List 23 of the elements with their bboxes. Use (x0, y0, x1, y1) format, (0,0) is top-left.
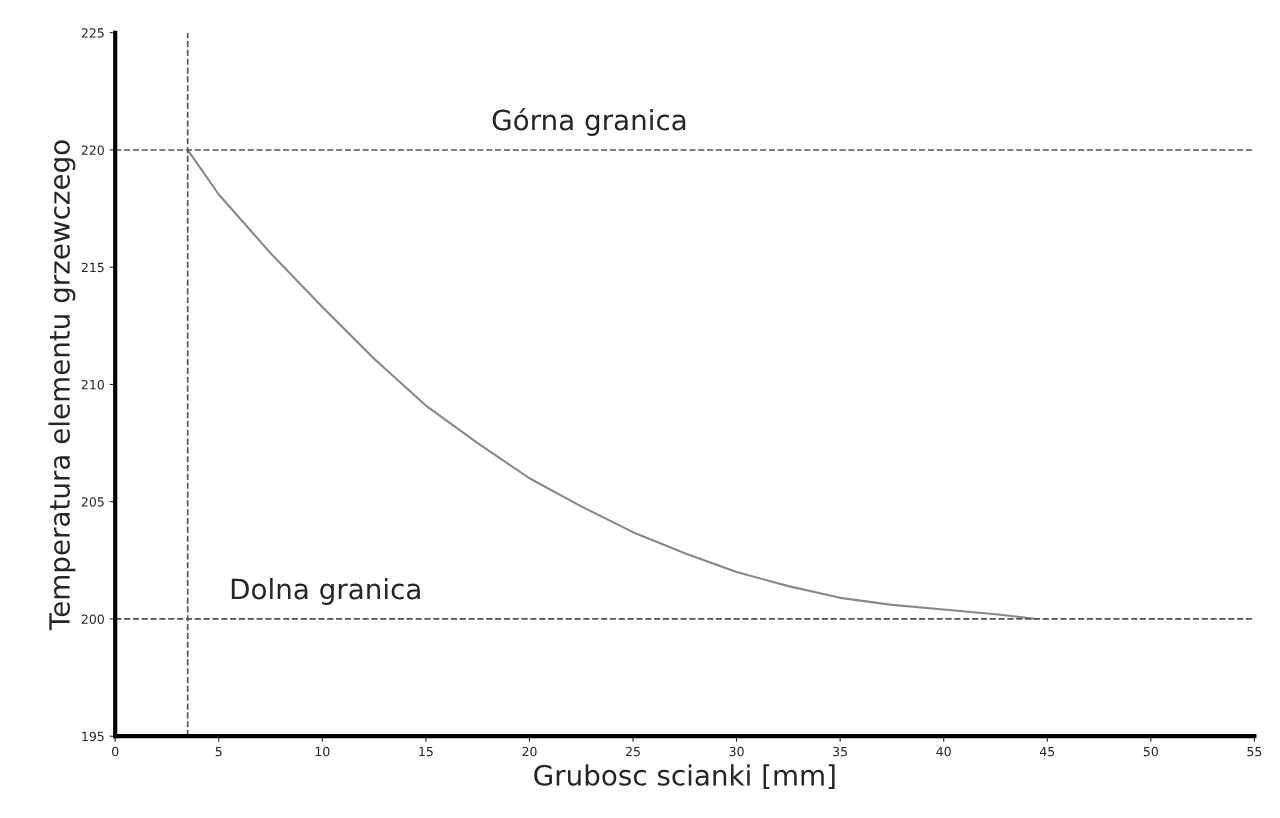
y-tick-label: 195 (82, 731, 104, 742)
y-tick-label: 205 (81, 497, 104, 507)
x-tick-label: 35 (833, 746, 848, 757)
y-tick-label: 220 (81, 145, 104, 155)
x-tick-label: 20 (522, 746, 537, 757)
x-axis-title: Grubosc scianki [mm] (534, 764, 835, 790)
x-tick-label: 50 (1143, 746, 1158, 757)
x-tick-label: 30 (729, 746, 744, 757)
y-tick-label: 210 (81, 379, 104, 390)
x-tick-label: 5 (215, 747, 222, 757)
x-tick-label: 10 (315, 746, 330, 757)
x-tick-label: 25 (625, 746, 640, 757)
y-tick-label: 225 (81, 28, 104, 38)
y-axis-title: Temperatura elementu grzewczego (48, 140, 76, 631)
y-tick-label: 200 (81, 614, 104, 624)
x-tick-label: 55 (1247, 747, 1262, 757)
ref-line-label: Górna granica (492, 107, 686, 136)
y-tick-label: 215 (81, 262, 104, 273)
x-tick-label: 40 (936, 746, 951, 757)
ref-line-label: Dolna granica (231, 578, 420, 605)
x-tick-label: 15 (419, 747, 433, 757)
x-tick-label: 0 (112, 746, 119, 757)
x-tick-label: 45 (1039, 747, 1055, 757)
